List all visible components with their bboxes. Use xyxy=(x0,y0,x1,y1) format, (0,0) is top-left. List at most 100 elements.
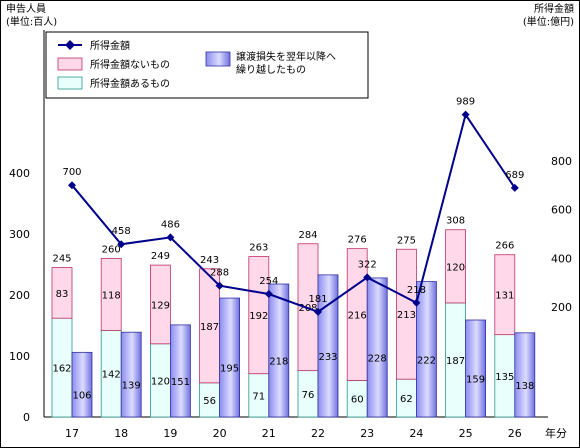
value-label-with-income: 71 xyxy=(252,391,265,402)
left-tick-label: 0 xyxy=(23,411,30,424)
total-label: 284 xyxy=(298,230,317,241)
right-axis-title: 所得金額 xyxy=(534,2,574,15)
value-label-carryover: 228 xyxy=(368,353,387,364)
line-layer: 700 458 486 288 254 181 322 218 989 689 xyxy=(62,97,524,316)
right-tick-label: 600 xyxy=(551,204,572,217)
right-tick-label: 800 xyxy=(551,155,572,168)
income-point xyxy=(68,181,76,190)
income-point xyxy=(117,240,126,249)
bar-carryover xyxy=(268,283,290,418)
left-axis-ticks: 0 100 200 300 400 xyxy=(9,167,30,424)
income-value-label: 218 xyxy=(407,285,426,296)
total-label: 263 xyxy=(249,243,268,254)
bar-no-income xyxy=(100,257,122,331)
income-value-label: 458 xyxy=(112,226,131,237)
legend-label-carryover-1: 譲渡損失を翌年以降へ xyxy=(236,50,336,63)
right-axis-ticks: 200 400 600 800 xyxy=(551,155,572,314)
income-value-label: 989 xyxy=(456,97,475,108)
income-value-label: 486 xyxy=(161,219,180,230)
value-label-no-income: 216 xyxy=(348,311,367,322)
legend-label-no-income: 所得金額ないもの xyxy=(90,58,170,71)
bar-carryover xyxy=(169,324,191,418)
value-label-carryover: 138 xyxy=(515,381,534,392)
x-tick-label: 19 xyxy=(163,427,177,440)
legend-swatch-carryover xyxy=(205,51,231,67)
value-label-no-income: 213 xyxy=(397,310,416,321)
income-point xyxy=(314,307,322,316)
income-line xyxy=(71,112,516,313)
total-label: 308 xyxy=(446,216,465,227)
income-point xyxy=(510,183,519,192)
total-label: 275 xyxy=(397,235,416,246)
right-tick-label: 400 xyxy=(551,252,572,265)
value-label-no-income: 131 xyxy=(495,291,514,302)
bar-no-income xyxy=(494,254,516,336)
value-label-carryover: 151 xyxy=(171,377,190,388)
value-label-no-income: 187 xyxy=(200,322,219,333)
bar-carryover xyxy=(71,351,93,418)
x-axis-title: 年分 xyxy=(545,426,567,440)
total-label: 245 xyxy=(52,254,71,265)
value-label-carryover: 195 xyxy=(220,364,239,375)
left-axis-title: 申告人員 xyxy=(6,2,46,15)
value-label-no-income: 129 xyxy=(151,300,170,311)
bars-layer: 162 83 245 106 142 118 260 139 120 129 249 151 56 187… xyxy=(51,216,536,418)
value-label-carryover: 218 xyxy=(269,357,288,368)
total-label: 266 xyxy=(495,241,514,252)
x-tick-label: 25 xyxy=(459,427,473,440)
value-label-with-income: 62 xyxy=(400,394,413,405)
value-label-no-income: 118 xyxy=(102,290,121,301)
legend-label-carryover-2: 繰り越したもの xyxy=(236,63,306,76)
legend-label-line: 所得金額 xyxy=(90,39,130,52)
value-label-carryover: 159 xyxy=(466,375,485,386)
income-point xyxy=(166,233,175,242)
bar-carryover xyxy=(366,277,388,418)
value-label-no-income: 120 xyxy=(446,262,465,273)
income-point xyxy=(412,298,421,307)
x-tick-label: 24 xyxy=(409,427,423,440)
income-point xyxy=(461,110,470,119)
legend: 所得金額 所得金額ないもの 所得金額あるもの 譲渡損失を翌年以降へ 繰り越したも… xyxy=(45,31,369,99)
bar-carryover xyxy=(415,281,437,418)
bar-no-income xyxy=(445,229,467,304)
income-value-label: 322 xyxy=(358,259,377,270)
value-label-with-income: 142 xyxy=(102,370,121,381)
value-label-with-income: 187 xyxy=(446,356,465,367)
income-value-label: 181 xyxy=(308,294,327,305)
income-point xyxy=(363,273,372,282)
value-label-with-income: 56 xyxy=(203,396,216,407)
legend-swatch-no-income xyxy=(57,57,83,71)
income-value-label: 288 xyxy=(210,268,229,279)
bar-carryover xyxy=(219,297,241,418)
value-label-carryover: 233 xyxy=(318,352,337,363)
x-tick-label: 20 xyxy=(213,427,227,440)
x-tick-label: 18 xyxy=(114,427,128,440)
value-label-carryover: 222 xyxy=(417,355,436,366)
value-label-no-income: 192 xyxy=(249,311,268,322)
x-tick-label: 22 xyxy=(311,427,325,440)
income-value-label: 254 xyxy=(259,276,278,287)
x-tick-label: 21 xyxy=(262,427,276,440)
income-point xyxy=(264,290,273,299)
legend-swatch-with-income xyxy=(57,76,83,90)
value-label-carryover: 139 xyxy=(122,381,141,392)
bar-no-income xyxy=(51,267,73,319)
income-value-label: 700 xyxy=(62,167,81,178)
value-label-no-income: 83 xyxy=(56,289,69,300)
bar-carryover xyxy=(514,332,536,418)
left-tick-label: 300 xyxy=(9,228,30,241)
bar-carryover xyxy=(120,331,142,418)
right-tick-label: 200 xyxy=(551,301,572,314)
income-value-label: 689 xyxy=(505,170,524,181)
x-tick-label: 17 xyxy=(65,427,79,440)
left-tick-label: 400 xyxy=(9,167,30,180)
value-label-with-income: 76 xyxy=(302,390,315,401)
total-label: 249 xyxy=(151,251,170,262)
value-label-with-income: 120 xyxy=(151,376,170,387)
value-label-carryover: 106 xyxy=(72,391,91,402)
left-tick-label: 100 xyxy=(9,350,30,363)
legend-diamond-marker xyxy=(65,40,75,50)
bar-carryover xyxy=(465,319,487,418)
left-axis-unit: (単位:百人) xyxy=(6,15,57,28)
